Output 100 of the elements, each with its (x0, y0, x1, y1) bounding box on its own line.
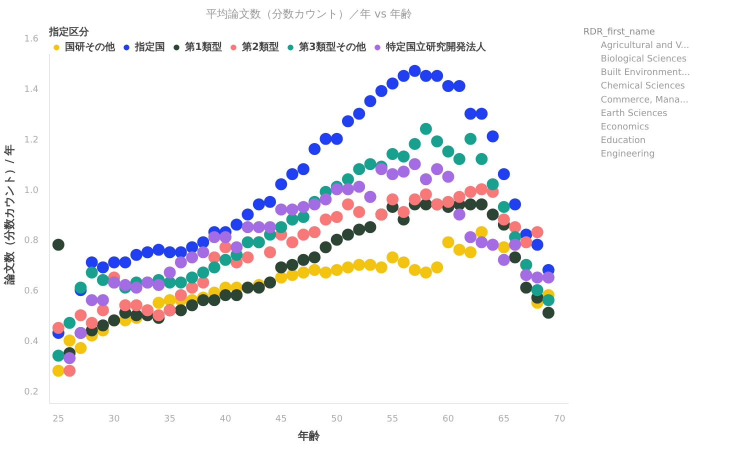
point (320, 193, 332, 206)
point (386, 77, 399, 90)
point (297, 200, 310, 213)
point (464, 246, 476, 258)
point (286, 268, 298, 281)
point (74, 342, 87, 354)
point (242, 251, 254, 264)
point (420, 198, 432, 210)
point (342, 173, 354, 186)
point (164, 294, 176, 306)
point (242, 208, 254, 220)
point (174, 276, 187, 289)
x-tick-label: 35 (164, 414, 176, 424)
point (330, 211, 343, 224)
x-tick-label: 25 (52, 414, 64, 424)
point (108, 256, 120, 268)
point (486, 130, 499, 142)
point (353, 258, 366, 271)
point (364, 95, 376, 108)
point (174, 289, 187, 302)
point (498, 241, 510, 254)
y-tick-label: 1.0 (24, 186, 39, 196)
point (464, 231, 476, 244)
point (531, 284, 544, 296)
legend-title: 指定区分 (49, 25, 90, 39)
point (375, 261, 388, 274)
point (86, 294, 98, 306)
point (219, 231, 232, 244)
point (420, 188, 432, 200)
x-tick-label: 70 (554, 414, 566, 424)
point (509, 238, 522, 251)
point (208, 294, 220, 306)
point (242, 221, 254, 234)
point (297, 266, 310, 278)
point (330, 264, 343, 276)
point (186, 282, 198, 294)
point (186, 299, 198, 312)
x-tick-label: 30 (108, 414, 120, 424)
point (186, 251, 198, 264)
point (197, 236, 210, 248)
point (408, 158, 421, 170)
text: Earth Sciences (600, 108, 668, 119)
point (320, 266, 332, 278)
point (386, 168, 399, 180)
point (275, 221, 288, 234)
point (186, 272, 198, 284)
text: Commerce, Mana... (600, 95, 688, 106)
point (420, 122, 432, 135)
x-tick-label: 40 (220, 414, 232, 424)
point (531, 238, 544, 251)
point (420, 266, 432, 278)
point (509, 198, 522, 210)
legend-label: 第3類型その他 (298, 40, 366, 54)
point (264, 221, 276, 234)
point (52, 350, 64, 362)
point (342, 115, 354, 128)
point (96, 274, 109, 286)
point (408, 264, 421, 276)
point (164, 266, 176, 278)
point (442, 236, 454, 248)
point (164, 276, 176, 289)
point (464, 108, 476, 120)
point (498, 168, 510, 180)
point (197, 246, 210, 258)
point (542, 272, 554, 284)
x-tick-label: 50 (331, 414, 343, 424)
point (119, 279, 132, 292)
y-axis-title: 論文数（分数カウント）/ 年 (3, 144, 16, 286)
point (286, 168, 298, 180)
point (275, 178, 288, 190)
point (230, 289, 243, 302)
point (509, 221, 522, 234)
point (275, 203, 288, 216)
x-tick-label: 55 (386, 414, 398, 424)
point (520, 282, 532, 294)
point (252, 282, 265, 294)
point (476, 153, 488, 166)
point (119, 299, 132, 312)
point (197, 276, 210, 289)
point (442, 80, 454, 92)
text: RDR_first_name (583, 27, 656, 38)
point (186, 241, 198, 254)
point (297, 211, 310, 224)
point (476, 198, 488, 210)
point (498, 214, 510, 226)
point (442, 196, 454, 208)
y-tick-label: 0.6 (24, 286, 39, 297)
point (297, 254, 310, 266)
point (164, 246, 176, 258)
point (152, 309, 165, 322)
point (197, 294, 210, 306)
point (431, 135, 444, 148)
point (230, 218, 243, 231)
point (408, 193, 421, 206)
point (86, 316, 98, 329)
text: Engineering (600, 150, 655, 160)
point (86, 266, 98, 278)
point (152, 279, 165, 292)
point (353, 206, 366, 218)
point (364, 258, 376, 271)
